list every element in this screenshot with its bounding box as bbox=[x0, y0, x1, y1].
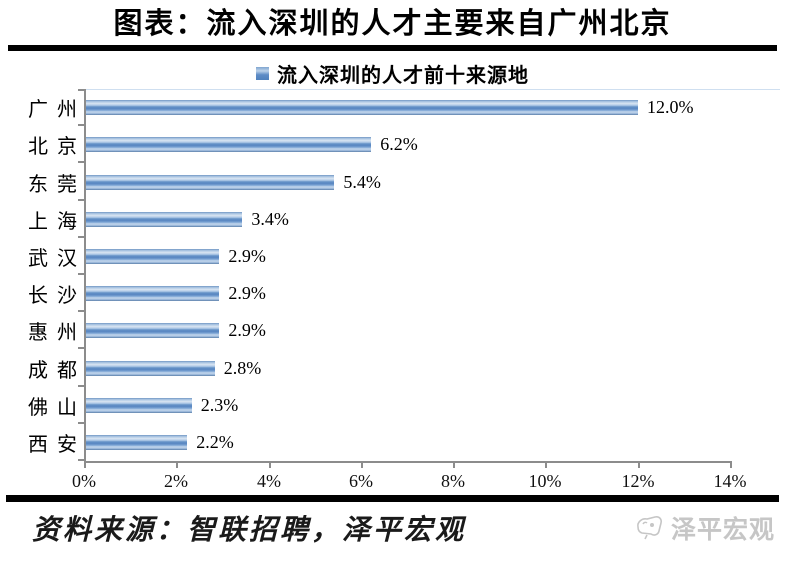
bar bbox=[86, 248, 220, 264]
bar-rows: 12.0% 6.2% 5.4% 3.4% 2.9% 2.9% 2.9% 2.8% 2.3% 2.2… bbox=[86, 89, 730, 461]
x-axis-tick-label: 12% bbox=[621, 471, 655, 491]
bar bbox=[86, 397, 192, 413]
x-axis-tick-label: 2% bbox=[164, 471, 188, 491]
category-label: 西安 bbox=[28, 433, 86, 456]
watermark-label: 泽平宏观 bbox=[670, 517, 775, 544]
category-label: 北京 bbox=[28, 136, 86, 159]
category-label: 佛山 bbox=[28, 396, 86, 419]
x-axis-tick-label: 14% bbox=[713, 471, 747, 491]
y-axis-tick bbox=[78, 89, 84, 91]
y-axis-tick bbox=[78, 459, 84, 461]
footer-divider bbox=[6, 495, 779, 502]
bar bbox=[86, 174, 335, 190]
bar bbox=[86, 286, 220, 302]
category-axis-labels: 广州 北京 东莞 上海 武汉 长沙 惠州 成都 佛山 西安 bbox=[6, 89, 77, 461]
x-axis-tick bbox=[269, 463, 271, 468]
footer: 资料来源：智联招聘，泽平宏观 泽平宏观 bbox=[0, 508, 785, 548]
legend-swatch-icon bbox=[256, 66, 269, 80]
x-axis-line bbox=[84, 461, 732, 463]
bar bbox=[86, 100, 638, 116]
x-axis-tick bbox=[84, 463, 86, 468]
bar bbox=[86, 211, 243, 227]
plot-top-border bbox=[84, 89, 780, 90]
x-axis-tick bbox=[176, 463, 178, 468]
x-axis-tick-label: 6% bbox=[349, 471, 373, 491]
bar bbox=[86, 434, 188, 450]
bar-value-label: 6.2% bbox=[380, 134, 418, 155]
bar bbox=[86, 137, 372, 153]
bar-value-label: 2.9% bbox=[228, 320, 266, 341]
bar-row: 12.0% bbox=[86, 89, 730, 126]
bar-value-label: 12.0% bbox=[647, 97, 694, 118]
page-title: 图表：流入深圳的人才主要来自广州北京 bbox=[113, 8, 672, 40]
x-axis-tick-label: 10% bbox=[528, 471, 562, 491]
y-axis-tick bbox=[78, 124, 84, 126]
megaphone-icon bbox=[637, 516, 662, 540]
x-axis-tick bbox=[545, 463, 547, 468]
bar-value-label: 2.8% bbox=[223, 357, 262, 378]
bar-row: 2.9% bbox=[86, 312, 730, 349]
category-label: 武汉 bbox=[28, 247, 86, 270]
x-axis-tick bbox=[361, 463, 363, 468]
category-label: 长沙 bbox=[28, 285, 86, 308]
bar-chart: 广州 北京 东莞 上海 武汉 长沙 惠州 成都 佛山 西安 12.0% 6.2% 5.4% 3.4% 2.… bbox=[0, 89, 785, 493]
bar-value-label: 2.3% bbox=[200, 394, 239, 415]
x-axis-tick-label: 8% bbox=[441, 471, 465, 491]
x-axis-tick bbox=[730, 463, 732, 468]
plot-area: 12.0% 6.2% 5.4% 3.4% 2.9% 2.9% 2.9% 2.8% 2.3% 2.2… bbox=[72, 89, 780, 491]
bar-row: 2.9% bbox=[86, 275, 730, 312]
title-divider bbox=[8, 45, 777, 51]
legend-label: 流入深圳的人才前十来源地 bbox=[277, 64, 529, 87]
bar-value-label: 2.2% bbox=[196, 431, 234, 452]
x-axis-tick bbox=[638, 463, 640, 468]
chart-page: 图表：流入深圳的人才主要来自广州北京 流入深圳的人才前十来源地 广州 北京 东莞 上海… bbox=[0, 4, 785, 548]
bar-row: 2.8% bbox=[86, 349, 730, 386]
bar-value-label: 2.9% bbox=[228, 283, 266, 304]
y-axis-tick bbox=[78, 422, 84, 424]
bar-row: 2.9% bbox=[86, 238, 730, 275]
bar-row: 6.2% bbox=[86, 126, 730, 163]
x-axis-tick-label: 0% bbox=[72, 471, 96, 491]
y-axis-tick bbox=[78, 347, 84, 349]
bar-row: 5.4% bbox=[86, 163, 730, 200]
category-label: 成都 bbox=[28, 359, 86, 382]
bar-row: 2.2% bbox=[86, 424, 730, 461]
legend: 流入深圳的人才前十来源地 bbox=[0, 61, 785, 87]
watermark: 泽平宏观 bbox=[635, 510, 775, 546]
y-axis-tick bbox=[78, 310, 84, 312]
category-label: 惠州 bbox=[28, 322, 86, 345]
y-axis-tick bbox=[78, 273, 84, 275]
x-axis-tick bbox=[453, 463, 455, 468]
bar-value-label: 3.4% bbox=[251, 208, 289, 229]
y-axis-line bbox=[84, 89, 86, 463]
bar-row: 3.4% bbox=[86, 201, 730, 238]
bar-row: 2.3% bbox=[86, 387, 730, 424]
bar bbox=[86, 323, 220, 339]
y-axis-tick bbox=[78, 236, 84, 238]
category-label: 上海 bbox=[28, 210, 86, 233]
x-axis-tick-label: 4% bbox=[257, 471, 281, 491]
y-axis-tick bbox=[78, 199, 84, 201]
bar bbox=[86, 360, 215, 376]
category-label: 广州 bbox=[28, 99, 86, 122]
bar-value-label: 5.4% bbox=[343, 171, 381, 192]
y-axis-tick bbox=[78, 385, 84, 387]
category-label: 东莞 bbox=[28, 173, 86, 196]
bar-value-label: 2.9% bbox=[228, 245, 266, 266]
source-note: 资料来源：智联招聘，泽平宏观 bbox=[32, 515, 467, 546]
y-axis-tick bbox=[78, 161, 84, 163]
